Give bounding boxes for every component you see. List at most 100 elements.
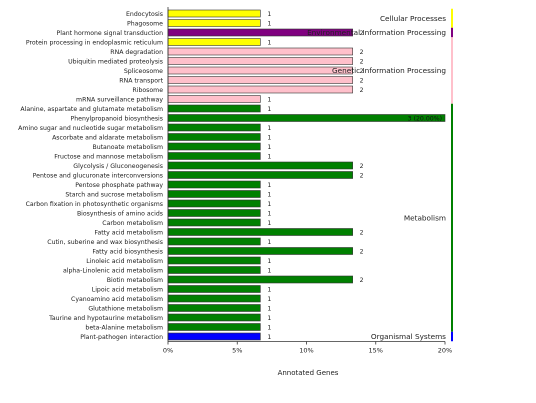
value-label: 1 (267, 315, 271, 322)
group-band (451, 37, 453, 104)
value-label: 1 (267, 296, 271, 303)
bar (167, 304, 261, 312)
value-label: 2 (360, 49, 364, 56)
category-label: Fructose and mannose metabolism (54, 153, 163, 160)
category-label: Spliceosome (124, 68, 163, 75)
bar (167, 313, 261, 322)
category-label: Glutathione metabolism (88, 305, 163, 312)
group-band (451, 27, 453, 38)
bar (167, 171, 353, 179)
bar (167, 38, 261, 46)
group-band (451, 331, 453, 342)
x-axis-title: Annotated Genes (277, 369, 339, 377)
x-tick-label: 20% (438, 347, 452, 355)
value-label: 2 (360, 68, 364, 75)
bar (167, 95, 261, 103)
value-label: 2 (360, 172, 364, 179)
value-label: 1 (267, 239, 271, 246)
category-label: Linoleic acid metabolism (86, 258, 163, 265)
bar (167, 199, 261, 208)
value-label: 2 (360, 229, 364, 236)
value-label: 1 (267, 144, 271, 151)
category-label: Starch and sucrose metabolism (65, 191, 163, 198)
bar (167, 256, 261, 265)
category-label: Lipoic acid metabolism (92, 286, 163, 293)
category-label: Alanine, aspartate and glutamate metabol… (20, 106, 163, 113)
category-label: Glycolysis / Gluconeogenesis (73, 163, 163, 170)
x-tick-label: 0% (163, 347, 173, 355)
category-label: Cyanoamino acid metabolism (71, 296, 163, 303)
bar (167, 266, 261, 274)
value-label: 1 (267, 153, 271, 160)
value-label: 2 (360, 77, 364, 84)
value-label: 1 (267, 39, 271, 46)
value-label: 1 (267, 267, 271, 274)
bar (167, 9, 261, 18)
category-label: beta-Alanine metabolism (85, 324, 163, 331)
value-label: 1 (267, 286, 271, 293)
category-label: Ubiquitin mediated proteolysis (68, 58, 163, 65)
bar (167, 152, 261, 160)
bar (167, 237, 261, 246)
value-label: 1 (267, 191, 271, 198)
category-label: Carbon fixation in photosynthetic organi… (26, 201, 163, 208)
category-label: Protein processing in endoplasmic reticu… (26, 39, 163, 46)
bar (167, 332, 261, 341)
bar (167, 190, 261, 198)
bar (167, 228, 353, 236)
bar (167, 285, 261, 293)
group-label: Organismal Systems (371, 332, 446, 341)
value-label: 2 (360, 87, 364, 94)
category-label: RNA degradation (110, 49, 163, 56)
bar (167, 114, 446, 122)
category-label: Butanoate metabolism (92, 144, 163, 151)
group-label: Environmental Information Processing (307, 28, 446, 37)
x-axis: 0% 5% 10% 15% 20% (163, 7, 452, 355)
value-label: 2 (360, 248, 364, 255)
category-labels: Endocytosis Phagosome Plant hormone signal… (18, 11, 163, 341)
value-label: 1 (267, 182, 271, 189)
value-label: 1 (267, 11, 271, 18)
category-label: Carbon metabolism (102, 220, 163, 227)
bar (167, 142, 261, 151)
bar (167, 85, 353, 94)
bar (167, 323, 261, 331)
value-label: 1 (267, 20, 271, 27)
value-label: 1 (267, 96, 271, 103)
group-label: Genetic Information Processing (332, 66, 446, 75)
category-label: Phagosome (127, 20, 163, 27)
bar (167, 19, 261, 27)
bar (167, 47, 353, 56)
bar (167, 218, 261, 227)
category-label: Cutin, suberine and wax biosynthesis (47, 239, 163, 246)
bar (167, 66, 353, 75)
category-label: Fatty acid biosynthesis (92, 248, 163, 255)
bar (167, 76, 353, 84)
category-label: alpha-Linolenic acid metabolism (63, 267, 163, 274)
x-tick-label: 5% (232, 347, 242, 355)
bar (167, 209, 261, 217)
value-label: 1 (267, 334, 271, 341)
category-label: Ascorbate and aldarate metabolism (52, 134, 163, 141)
category-label: Biosynthesis of amino acids (77, 210, 163, 217)
bar (167, 104, 261, 113)
value-label: 1 (267, 324, 271, 331)
category-label: Ribosome (132, 87, 163, 94)
value-label: 1 (267, 258, 271, 265)
value-label: 2 (360, 163, 364, 170)
value-label: 2 (360, 30, 364, 37)
bar (167, 161, 353, 170)
bar (167, 247, 353, 255)
bar (167, 180, 261, 189)
category-label: Endocytosis (126, 11, 163, 18)
bars-layer (167, 9, 446, 341)
group-band (451, 8, 453, 28)
bar (167, 57, 353, 65)
category-label: mRNA surveillance pathway (76, 96, 163, 103)
category-label: RNA transport (119, 77, 163, 84)
value-label: 2 (360, 277, 364, 284)
category-label: Taurine and hypotaurine metabolism (48, 315, 163, 322)
value-label: 1 (267, 210, 271, 217)
value-label: 1 (267, 220, 271, 227)
